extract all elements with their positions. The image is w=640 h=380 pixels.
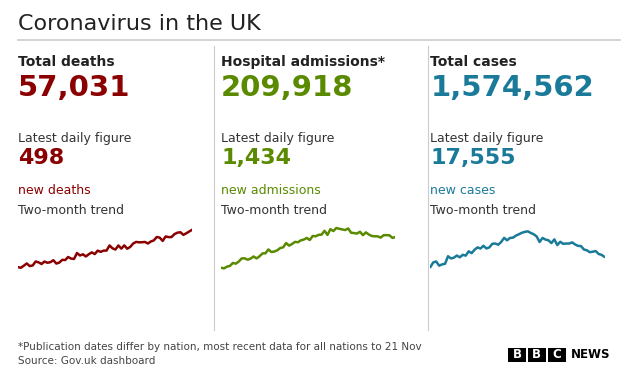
Text: Two-month trend: Two-month trend [18,204,124,217]
Text: Latest daily figure: Latest daily figure [18,132,131,145]
FancyBboxPatch shape [548,348,566,362]
Text: *Publication dates differ by nation, most recent data for all nations to 21 Nov: *Publication dates differ by nation, mos… [18,342,422,352]
Text: Two-month trend: Two-month trend [221,204,327,217]
Text: 17,555: 17,555 [430,148,516,168]
Text: C: C [552,348,561,361]
Text: Latest daily figure: Latest daily figure [221,132,335,145]
Text: NEWS: NEWS [572,348,611,361]
Text: 1,434: 1,434 [221,148,291,168]
Text: Two-month trend: Two-month trend [430,204,536,217]
Text: 209,918: 209,918 [221,74,353,102]
Text: new cases: new cases [430,184,495,197]
FancyBboxPatch shape [508,348,526,362]
Text: Source: Gov.uk dashboard: Source: Gov.uk dashboard [18,356,156,366]
Text: Latest daily figure: Latest daily figure [430,132,543,145]
Text: B: B [513,348,522,361]
Text: 498: 498 [18,148,64,168]
Text: Hospital admissions*: Hospital admissions* [221,55,385,69]
Text: 57,031: 57,031 [18,74,131,102]
Text: B: B [532,348,541,361]
Text: Total cases: Total cases [430,55,517,69]
Text: Coronavirus in the UK: Coronavirus in the UK [18,14,260,34]
Text: Total deaths: Total deaths [18,55,115,69]
Text: new deaths: new deaths [18,184,90,197]
FancyBboxPatch shape [528,348,546,362]
Text: new admissions: new admissions [221,184,321,197]
Text: 1,574,562: 1,574,562 [430,74,594,102]
